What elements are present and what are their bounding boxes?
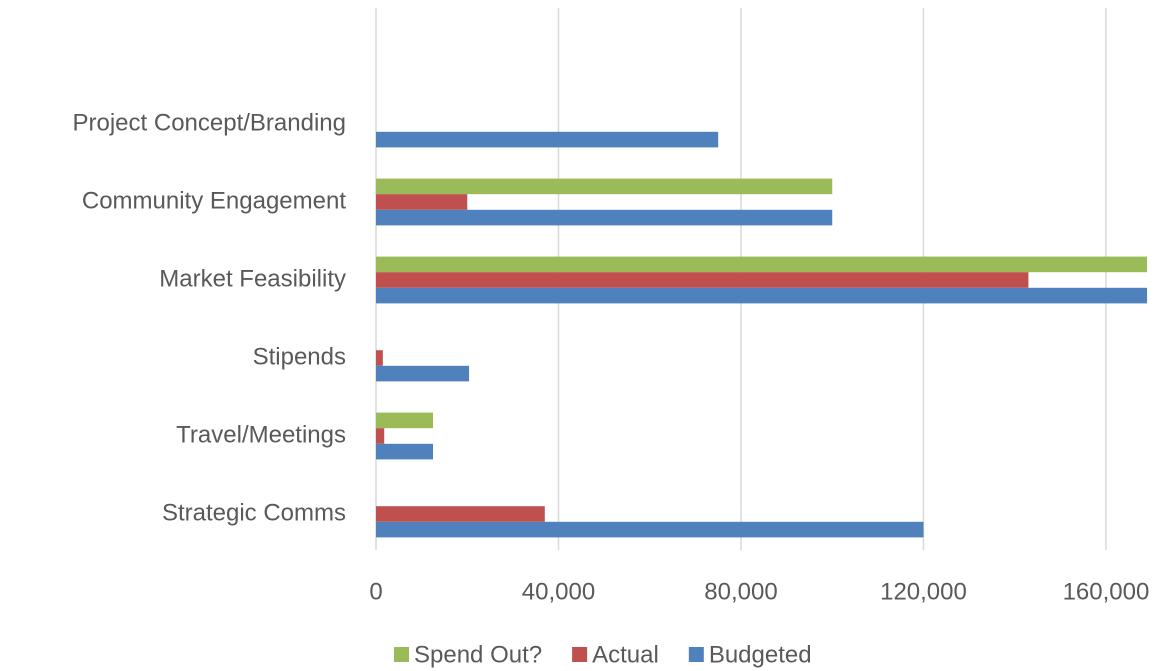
bar: [376, 209, 833, 226]
legend-swatch: [688, 647, 704, 662]
legend-label: Budgeted: [709, 641, 812, 668]
bar: [376, 287, 1148, 304]
x-tick-label: 40,000: [522, 578, 595, 605]
legend-swatch: [572, 647, 588, 662]
bar: [376, 521, 924, 538]
bar: [376, 178, 833, 195]
bar: [376, 194, 468, 210]
bar: [376, 412, 434, 429]
bar: [376, 428, 385, 444]
bar: [376, 272, 1029, 288]
bar: [376, 506, 545, 522]
bar: [376, 443, 434, 460]
y-tick-label: Market Feasibility: [159, 265, 346, 292]
x-tick-label: 120,000: [880, 578, 967, 605]
x-tick-label: 80,000: [704, 578, 777, 605]
y-tick-label: Stipends: [253, 343, 346, 370]
x-tick-label: 160,000: [1063, 578, 1150, 605]
legend-swatch: [394, 647, 409, 662]
y-tick-label: Community Engagement: [82, 187, 346, 214]
x-tick-label: 0: [369, 578, 382, 605]
legend-label: Actual: [592, 641, 659, 668]
bar: [376, 256, 1148, 273]
y-tick-label: Project Concept/Branding: [73, 109, 347, 136]
y-tick-label: Travel/Meetings: [176, 421, 346, 448]
bar: [376, 131, 719, 148]
bar: [376, 350, 383, 366]
bar: [376, 365, 470, 382]
legend-label: Spend Out?: [414, 641, 542, 668]
y-tick-label: Strategic Comms: [162, 499, 346, 526]
